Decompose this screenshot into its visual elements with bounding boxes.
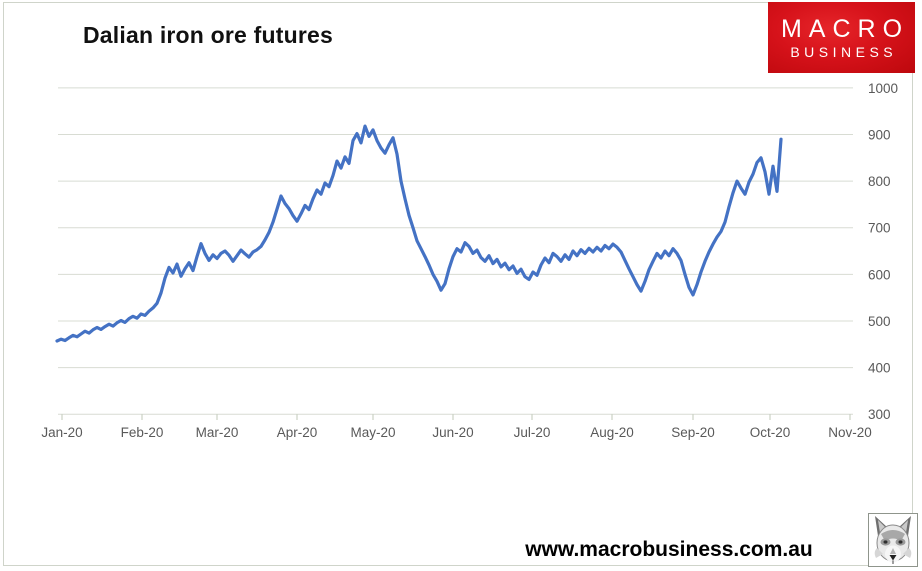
y-tick-label: 400 xyxy=(868,361,891,376)
fox-sketch-image xyxy=(868,513,918,567)
gridlines xyxy=(58,87,853,415)
y-tick-label: 700 xyxy=(868,221,891,236)
x-axis-ticks xyxy=(61,414,851,420)
macrobusiness-logo: MACRO BUSINESS xyxy=(768,2,915,73)
x-tick-label: Jun-20 xyxy=(432,425,473,440)
x-tick-label: Jan-20 xyxy=(41,425,82,440)
logo-text-business: BUSINESS xyxy=(790,44,898,60)
x-tick-label: Oct-20 xyxy=(750,425,791,440)
fox-icon xyxy=(874,516,912,564)
x-tick-label: Apr-20 xyxy=(277,425,318,440)
y-tick-label: 300 xyxy=(868,407,891,422)
axis-labels: 1000 900 800 700 600 500 400 300 Jan-20 Feb-20 Mar… xyxy=(41,81,898,440)
chart-frame xyxy=(3,2,913,566)
website-url: www.macrobusiness.com.au xyxy=(525,538,813,561)
x-tick-label: Sep-20 xyxy=(671,425,715,440)
x-tick-label: May-20 xyxy=(350,425,395,440)
y-tick-label: 800 xyxy=(868,174,891,189)
chart-title: Dalian iron ore futures xyxy=(83,22,333,48)
x-tick-label: Nov-20 xyxy=(828,425,872,440)
logo-text-macro: MACRO xyxy=(780,15,910,43)
y-tick-label: 500 xyxy=(868,314,891,329)
y-tick-label: 900 xyxy=(868,128,891,143)
y-tick-label: 600 xyxy=(868,267,891,282)
x-tick-label: Aug-20 xyxy=(590,425,634,440)
price-series-line xyxy=(55,124,783,343)
x-tick-label: Feb-20 xyxy=(121,425,164,440)
x-tick-label: Jul-20 xyxy=(514,425,551,440)
y-tick-label: 1000 xyxy=(868,81,898,96)
x-tick-label: Mar-20 xyxy=(196,425,239,440)
